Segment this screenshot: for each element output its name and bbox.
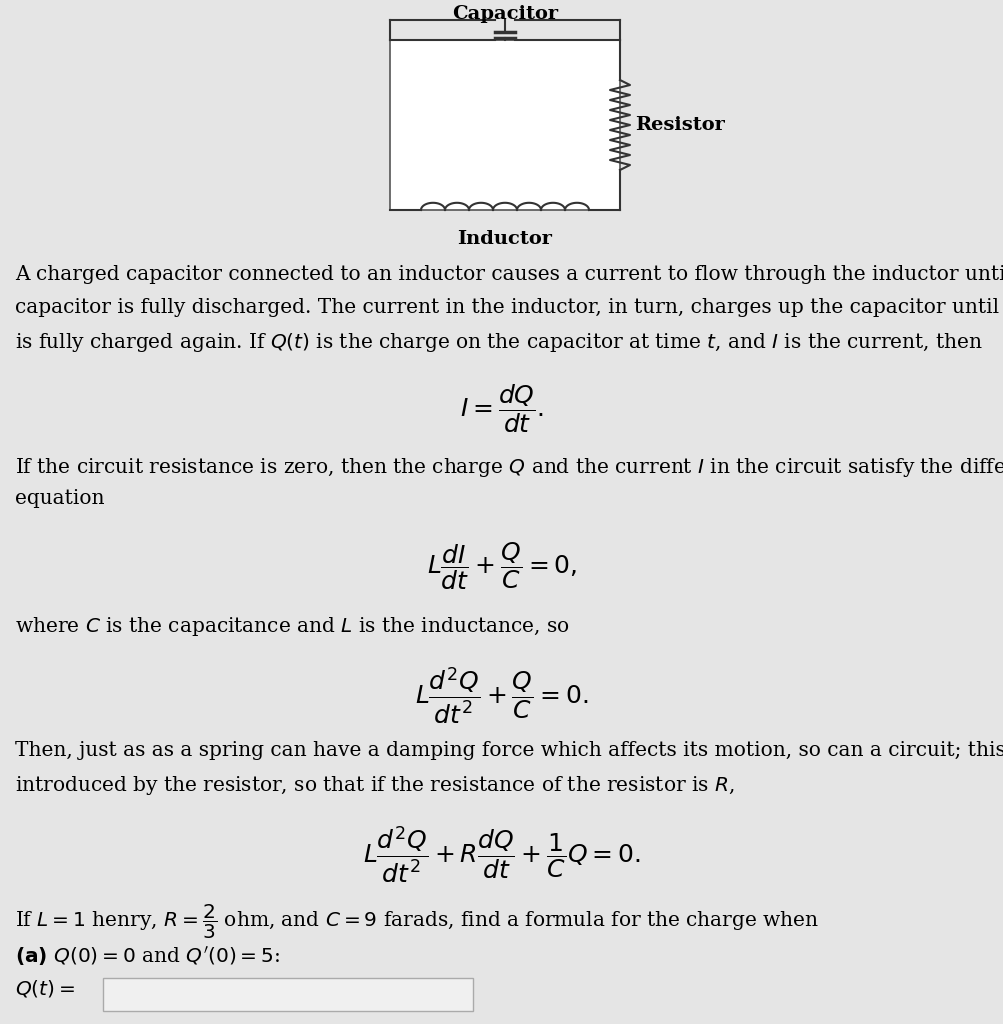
Bar xyxy=(389,40,620,210)
Text: $Q(t) = $: $Q(t) = $ xyxy=(15,978,75,999)
Text: $L\dfrac{dI}{dt} + \dfrac{Q}{C} = 0,$: $L\dfrac{dI}{dt} + \dfrac{Q}{C} = 0,$ xyxy=(426,540,577,592)
Text: Then, just as as a spring can have a damping force which affects its motion, so : Then, just as as a spring can have a dam… xyxy=(15,741,1003,760)
Text: equation: equation xyxy=(15,489,104,508)
Text: Capacitor: Capacitor xyxy=(451,5,558,23)
Text: Inductor: Inductor xyxy=(457,230,552,248)
Text: where $C$ is the capacitance and $L$ is the inductance, so: where $C$ is the capacitance and $L$ is … xyxy=(15,615,570,638)
Text: $L\dfrac{d^2Q}{dt^2} + R\dfrac{dQ}{dt} + \dfrac{1}{C}Q = 0.$: $L\dfrac{d^2Q}{dt^2} + R\dfrac{dQ}{dt} +… xyxy=(363,825,640,886)
Text: $I = \dfrac{dQ}{dt}.$: $I = \dfrac{dQ}{dt}.$ xyxy=(459,382,544,435)
Text: If $L = 1$ henry, $R = \dfrac{2}{3}$ ohm, and $C = 9$ farads, find a formula for: If $L = 1$ henry, $R = \dfrac{2}{3}$ ohm… xyxy=(15,903,818,941)
Text: capacitor is fully discharged. The current in the inductor, in turn, charges up : capacitor is fully discharged. The curre… xyxy=(15,298,1003,317)
Text: introduced by the resistor, so that if the resistance of the resistor is $R$,: introduced by the resistor, so that if t… xyxy=(15,774,734,797)
Text: $L\dfrac{d^2Q}{dt^2} + \dfrac{Q}{C} = 0.$: $L\dfrac{d^2Q}{dt^2} + \dfrac{Q}{C} = 0.… xyxy=(415,666,588,726)
Text: Resistor: Resistor xyxy=(634,116,724,134)
Text: A charged capacitor connected to an inductor causes a current to flow through th: A charged capacitor connected to an indu… xyxy=(15,265,1003,284)
Text: $\bf{(a)}$ $Q(0) = 0$ and $Q'(0) = 5$:: $\bf{(a)}$ $Q(0) = 0$ and $Q'(0) = 5$: xyxy=(15,945,280,968)
Bar xyxy=(103,978,472,1011)
Text: is fully charged again. If $Q(t)$ is the charge on the capacitor at time $t$, an: is fully charged again. If $Q(t)$ is the… xyxy=(15,331,982,354)
Text: If the circuit resistance is zero, then the charge $Q$ and the current $I$ in th: If the circuit resistance is zero, then … xyxy=(15,456,1003,479)
